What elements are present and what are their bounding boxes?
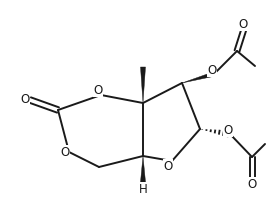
Text: O: O xyxy=(163,160,172,173)
Text: O: O xyxy=(20,93,30,106)
Text: O: O xyxy=(247,178,257,191)
Text: O: O xyxy=(93,84,103,97)
Text: O: O xyxy=(238,18,248,31)
Text: O: O xyxy=(60,146,70,159)
Text: O: O xyxy=(223,124,233,137)
Text: O: O xyxy=(207,64,217,77)
Polygon shape xyxy=(140,156,145,182)
Text: H: H xyxy=(139,183,147,196)
Polygon shape xyxy=(182,72,215,84)
Polygon shape xyxy=(140,68,145,103)
